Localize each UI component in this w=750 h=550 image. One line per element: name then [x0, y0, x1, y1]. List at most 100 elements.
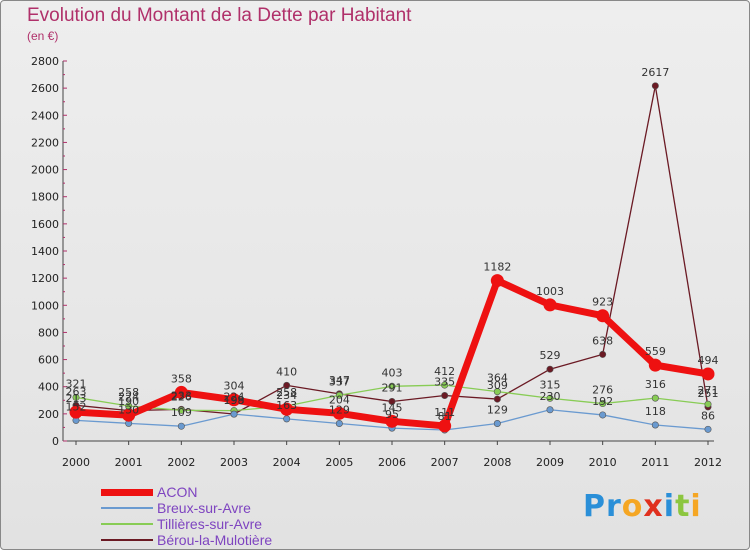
data-label: 224 — [118, 391, 139, 404]
data-point — [227, 393, 241, 407]
y-tick-label: 800 — [38, 326, 59, 339]
x-tick-label: 2004 — [273, 456, 301, 469]
data-point — [704, 400, 712, 408]
legend-swatch-breux — [101, 507, 153, 509]
data-label: 145 — [382, 401, 403, 414]
x-tick-label: 2003 — [220, 456, 248, 469]
data-point — [651, 82, 659, 90]
x-tick-label: 2011 — [641, 456, 669, 469]
data-point — [177, 422, 185, 430]
data-label: 315 — [540, 378, 561, 391]
x-tick-label: 2006 — [378, 456, 406, 469]
logo-letter: r — [606, 489, 622, 524]
data-point — [493, 395, 501, 403]
data-label: 129 — [329, 403, 350, 416]
x-tick-label: 2005 — [325, 456, 353, 469]
chart-unit: (en €) — [27, 29, 59, 43]
y-tick-label: 1600 — [31, 218, 59, 231]
legend-swatch-tillieres — [101, 523, 153, 525]
data-label: 529 — [540, 349, 561, 362]
data-label: 190 — [118, 395, 139, 408]
data-point — [438, 419, 452, 433]
data-label: 213 — [66, 392, 87, 405]
data-label: 130 — [118, 403, 139, 416]
data-label: 224 — [224, 391, 245, 404]
data-label: 1182 — [483, 261, 511, 274]
logo-letter: t — [675, 489, 691, 524]
data-point — [335, 391, 343, 399]
data-point — [490, 274, 504, 288]
data-label: 251 — [698, 387, 719, 400]
data-label: 230 — [540, 390, 561, 403]
y-tick-label: 2400 — [31, 109, 59, 122]
data-point — [651, 421, 659, 429]
data-point — [174, 385, 188, 399]
y-tick-label: 1000 — [31, 299, 59, 312]
data-point — [280, 402, 294, 416]
data-label: 81 — [438, 410, 452, 423]
x-tick-label: 2010 — [589, 456, 617, 469]
data-point — [122, 408, 136, 422]
data-point — [599, 411, 607, 419]
data-label: 192 — [592, 395, 613, 408]
x-tick-label: 2007 — [431, 456, 459, 469]
x-tick-label: 2009 — [536, 456, 564, 469]
x-tick-label: 2008 — [483, 456, 511, 469]
data-point — [177, 406, 185, 414]
data-label: 263 — [66, 385, 87, 398]
data-point — [546, 406, 554, 414]
x-tick-label: 2002 — [167, 456, 195, 469]
legend-swatch-berou — [101, 539, 153, 541]
proxiti-logo: Proxiti — [583, 489, 702, 524]
legend-label: ACON — [157, 484, 198, 500]
data-label: 129 — [487, 403, 508, 416]
data-label: 163 — [276, 399, 297, 412]
data-label: 358 — [171, 372, 192, 385]
data-point — [283, 415, 291, 423]
y-tick-label: 400 — [38, 381, 59, 394]
data-point — [546, 365, 554, 373]
y-tick-label: 600 — [38, 354, 59, 367]
data-point — [543, 298, 557, 312]
data-point — [599, 350, 607, 358]
data-label: 86 — [701, 409, 715, 422]
data-label: 364 — [487, 372, 508, 385]
data-point — [704, 425, 712, 433]
data-point — [651, 394, 659, 402]
data-point — [493, 419, 501, 427]
data-point — [441, 381, 449, 389]
logo-letter: x — [643, 489, 664, 524]
data-label: 276 — [592, 384, 613, 397]
data-label: 233 — [171, 389, 192, 402]
data-label: 199 — [224, 394, 245, 407]
logo-letter: o — [621, 489, 644, 524]
y-tick-label: 1800 — [31, 191, 59, 204]
data-point — [596, 309, 610, 323]
data-label: 1003 — [536, 285, 564, 298]
data-label: 152 — [66, 400, 87, 413]
data-point — [72, 393, 80, 401]
legend-label: Bérou-la-Mulotière — [157, 532, 273, 548]
y-tick-label: 0 — [52, 435, 59, 448]
data-label: 923 — [592, 296, 613, 309]
data-label: 111 — [434, 406, 455, 419]
logo-letter: i — [690, 489, 702, 524]
data-label: 118 — [645, 405, 666, 418]
x-tick-label: 2000 — [62, 456, 90, 469]
data-label: 410 — [276, 365, 297, 378]
y-tick-label: 1400 — [31, 245, 59, 258]
data-point — [546, 394, 554, 402]
chart-title: Evolution du Montant de la Dette par Hab… — [27, 5, 412, 26]
series-line-3 — [75, 85, 709, 415]
data-point — [230, 410, 238, 418]
data-point — [335, 419, 343, 427]
x-tick-label: 2012 — [694, 456, 722, 469]
y-tick-label: 2600 — [31, 82, 59, 95]
data-label: 403 — [382, 366, 403, 379]
legend-label: Tillières-sur-Avre — [157, 516, 263, 532]
y-tick-label: 2200 — [31, 136, 59, 149]
chart-plot: 0 200 400 600 800 1000 1200 1400 1600 1800 2000 220… — [31, 55, 722, 469]
logo-letter: P — [583, 489, 606, 524]
data-label: 337 — [329, 375, 350, 388]
data-label: 347 — [329, 374, 350, 387]
